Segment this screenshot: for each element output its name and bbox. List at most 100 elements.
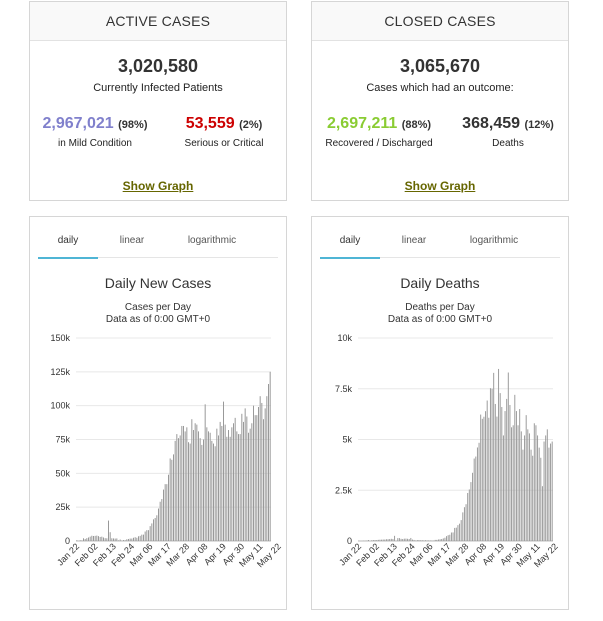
tab-daily[interactable]: daily (38, 227, 98, 259)
new-cases-bar[interactable] (189, 443, 191, 541)
new-cases-bar[interactable] (174, 440, 176, 541)
deaths-bar[interactable] (424, 540, 426, 541)
new-cases-bar[interactable] (113, 538, 114, 541)
new-cases-bar[interactable] (84, 538, 86, 541)
deaths-bar[interactable] (548, 447, 550, 541)
deaths-bar[interactable] (475, 456, 477, 541)
deaths-bar[interactable] (385, 539, 387, 541)
new-cases-bar[interactable] (206, 427, 208, 541)
new-cases-bar[interactable] (86, 538, 88, 541)
deaths-bar[interactable] (478, 442, 480, 541)
deaths-bar[interactable] (382, 539, 384, 541)
deaths-bar[interactable] (501, 407, 503, 541)
deaths-bar[interactable] (472, 472, 474, 541)
deaths-bar[interactable] (483, 416, 485, 541)
deaths-bar[interactable] (550, 443, 552, 541)
new-cases-bar[interactable] (243, 421, 244, 541)
new-cases-bar[interactable] (79, 540, 81, 541)
tab-linear[interactable]: linear (401, 235, 427, 246)
new-cases-bar[interactable] (99, 536, 101, 541)
tab-daily[interactable]: daily (320, 227, 380, 259)
deaths-bar[interactable] (390, 538, 392, 541)
deaths-bar[interactable] (543, 441, 545, 541)
new-cases-bar[interactable] (239, 434, 241, 541)
deaths-bar[interactable] (442, 538, 444, 541)
new-cases-bar[interactable] (191, 419, 193, 541)
deaths-bar[interactable] (525, 415, 527, 541)
deaths-bar[interactable] (537, 435, 539, 541)
new-cases-bar[interactable] (219, 421, 221, 541)
deaths-bar[interactable] (397, 538, 399, 541)
deaths-bar[interactable] (454, 527, 456, 541)
deaths-bar[interactable] (444, 537, 446, 541)
deaths-bar[interactable] (437, 539, 439, 541)
new-cases-bar[interactable] (119, 539, 121, 541)
new-cases-bar[interactable] (264, 408, 266, 541)
deaths-bar[interactable] (506, 398, 508, 541)
new-cases-bar[interactable] (259, 396, 261, 541)
new-cases-bar[interactable] (151, 523, 153, 541)
deaths-bar[interactable] (387, 539, 389, 541)
deaths-bar[interactable] (413, 539, 415, 541)
new-cases-bar[interactable] (198, 431, 199, 541)
new-cases-bar[interactable] (184, 431, 186, 541)
new-cases-bar[interactable] (186, 427, 188, 541)
new-cases-bar[interactable] (251, 423, 253, 541)
deaths-bar[interactable] (468, 489, 470, 541)
new-cases-bar[interactable] (134, 537, 136, 541)
new-cases-bar[interactable] (114, 538, 116, 541)
new-cases-bar[interactable] (188, 442, 189, 541)
deaths-bar[interactable] (371, 540, 373, 541)
new-cases-bar[interactable] (269, 371, 271, 541)
new-cases-bar[interactable] (94, 535, 96, 541)
new-cases-bar[interactable] (249, 428, 251, 541)
new-cases-bar[interactable] (226, 436, 228, 541)
deaths-bar[interactable] (527, 429, 529, 541)
new-cases-bar[interactable] (123, 540, 124, 541)
new-cases-bar[interactable] (91, 535, 93, 541)
deaths-bar[interactable] (455, 527, 457, 541)
deaths-bar[interactable] (485, 411, 487, 541)
deaths-bar[interactable] (428, 540, 430, 541)
deaths-bar[interactable] (398, 538, 400, 541)
deaths-bar[interactable] (538, 447, 540, 541)
deaths-bar[interactable] (462, 512, 464, 541)
deaths-bar[interactable] (480, 414, 482, 541)
deaths-bar[interactable] (434, 539, 436, 541)
new-cases-bar[interactable] (171, 459, 173, 541)
deaths-bar[interactable] (366, 540, 368, 541)
deaths-bar[interactable] (436, 539, 438, 541)
deaths-bar[interactable] (533, 423, 535, 541)
deaths-bar[interactable] (473, 458, 475, 541)
deaths-bar[interactable] (408, 539, 410, 541)
new-cases-bar[interactable] (258, 407, 259, 541)
new-cases-bar[interactable] (194, 423, 196, 541)
deaths-bar[interactable] (528, 433, 530, 541)
deaths-bar[interactable] (476, 447, 478, 541)
new-cases-bar[interactable] (213, 443, 214, 541)
deaths-bar[interactable] (384, 539, 386, 541)
new-cases-bar[interactable] (138, 536, 139, 541)
new-cases-bar[interactable] (103, 537, 104, 541)
new-cases-bar[interactable] (176, 434, 178, 541)
deaths-bar[interactable] (415, 540, 417, 541)
new-cases-bar[interactable] (229, 436, 231, 541)
new-cases-bar[interactable] (248, 432, 249, 541)
new-cases-bar[interactable] (129, 538, 131, 541)
new-cases-bar[interactable] (101, 536, 103, 541)
deaths-bar[interactable] (410, 537, 412, 541)
new-cases-bar[interactable] (216, 428, 218, 541)
new-cases-bar[interactable] (88, 537, 89, 541)
new-cases-bar[interactable] (153, 519, 154, 541)
new-cases-bar[interactable] (116, 538, 118, 541)
deaths-bar[interactable] (431, 540, 433, 541)
new-cases-bar[interactable] (196, 424, 198, 541)
deaths-bar[interactable] (407, 538, 409, 541)
new-cases-bar[interactable] (254, 415, 256, 541)
new-cases-bar[interactable] (209, 432, 211, 541)
deaths-bar[interactable] (421, 540, 423, 541)
new-cases-bar[interactable] (204, 404, 206, 541)
new-cases-bar[interactable] (246, 416, 248, 541)
deaths-bar[interactable] (514, 394, 516, 541)
new-cases-bar[interactable] (199, 438, 201, 541)
